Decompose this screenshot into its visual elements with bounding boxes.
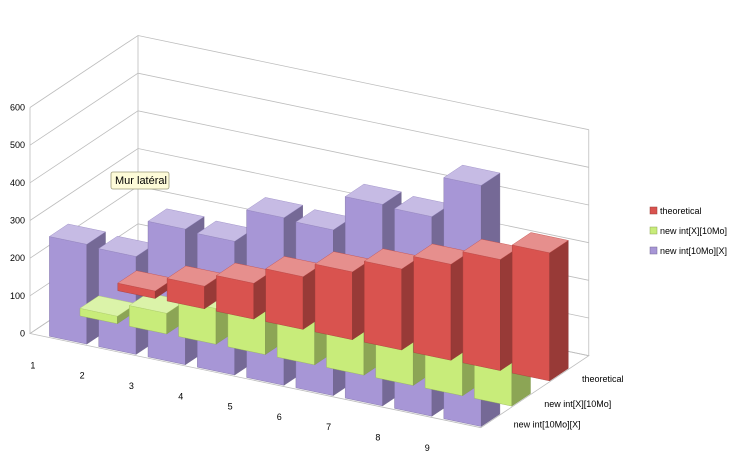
- y-tick-label: 400: [10, 178, 25, 188]
- x-tick-label: 3: [129, 381, 134, 391]
- gridline: [29, 35, 589, 131]
- legend-label: new int[X][10Mo]: [660, 226, 727, 236]
- gridline: [29, 72, 589, 168]
- depth-label: theoretical: [582, 374, 624, 384]
- chart-axes: 0 100 200 300 400 500 600 1 2 3 4 5 6 7 8 9 theoretical n…: [10, 103, 624, 453]
- legend: theoretical new int[X][10Mo] new int[10Mo]…: [649, 206, 727, 256]
- legend-swatch: [649, 246, 658, 255]
- legend-swatch: [649, 206, 658, 215]
- y-tick-label: 600: [10, 103, 25, 113]
- x-tick-label: 5: [228, 402, 233, 412]
- x-tick-label: 8: [375, 432, 380, 442]
- x-tick-label: 9: [425, 443, 430, 453]
- gridline: [29, 110, 589, 206]
- x-tick-label: 1: [30, 360, 35, 370]
- tooltip-label: Mur latéral: [115, 175, 167, 187]
- legend-label: theoretical: [660, 206, 702, 216]
- bar-0-6: [413, 243, 471, 361]
- y-tick-label: 100: [10, 291, 25, 301]
- x-tick-label: 4: [178, 391, 183, 401]
- depth-label: new int[X][10Mo]: [544, 399, 611, 409]
- tooltip-box: [110, 171, 170, 190]
- wall-tooltip: Mur latéral: [110, 171, 170, 190]
- bar-0-7: [462, 238, 520, 371]
- bar-0-8: [511, 232, 569, 382]
- y-tick-label: 0: [20, 329, 25, 339]
- depth-label: new int[10Mo][X]: [514, 420, 581, 430]
- x-tick-label: 7: [326, 422, 331, 432]
- bar-0-2: [215, 262, 274, 320]
- legend-label: new int[10Mo][X]: [660, 246, 727, 256]
- y-tick-label: 200: [10, 253, 25, 263]
- bar-2-0: [48, 223, 107, 345]
- bar-0-1: [166, 265, 224, 310]
- chart-bars: [48, 164, 569, 427]
- x-tick-label: 2: [80, 371, 85, 381]
- x-tick-label: 6: [277, 412, 282, 422]
- legend-swatch: [649, 226, 658, 235]
- y-tick-label: 300: [10, 216, 25, 226]
- bar-0-5: [363, 248, 421, 351]
- bar-1-1: [128, 292, 186, 335]
- bar-0-4: [314, 251, 372, 341]
- y-tick-label: 500: [10, 140, 25, 150]
- bar-0-3: [265, 256, 323, 330]
